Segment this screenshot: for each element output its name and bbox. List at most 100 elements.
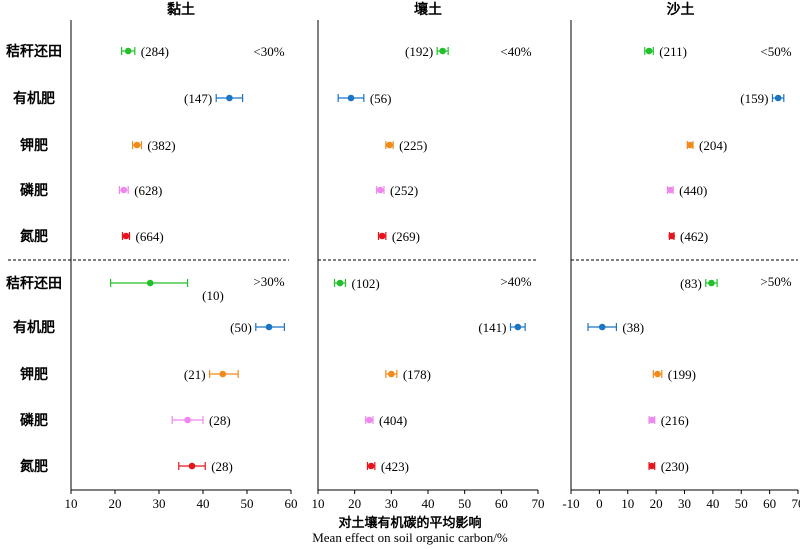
- mean-point: [378, 232, 386, 240]
- x-tick-label: 10: [65, 496, 78, 511]
- x-tick-label: 60: [763, 496, 776, 511]
- x-tick-label: 70: [532, 496, 545, 511]
- sample-size-label: (102): [352, 276, 380, 291]
- sample-size-label: (159): [740, 91, 768, 106]
- sample-size-label: (225): [399, 138, 427, 153]
- sample-size-label: (147): [184, 91, 212, 106]
- mean-point: [648, 462, 656, 470]
- sample-size-label: (404): [379, 413, 407, 428]
- category-label: 有机肥: [13, 90, 55, 107]
- sample-size-label: (56): [370, 91, 392, 106]
- sample-size-label: (10): [202, 288, 224, 303]
- sample-size-label: (423): [381, 459, 409, 474]
- mean-point: [654, 370, 661, 378]
- sample-size-label: (204): [699, 138, 727, 153]
- sample-size-label: (284): [141, 44, 169, 59]
- mean-point: [184, 416, 191, 424]
- sample-size-label: (21): [184, 367, 206, 382]
- mean-point: [648, 416, 656, 424]
- mean-point: [388, 370, 395, 378]
- x-tick-label: 40: [422, 496, 435, 511]
- x-tick-label: 20: [109, 496, 122, 511]
- mean-point: [598, 323, 606, 331]
- x-tick-label: 40: [197, 496, 210, 511]
- x-tick-label: 40: [706, 496, 719, 511]
- mean-point: [265, 323, 273, 331]
- x-axis-title-english: Mean effect on soil organic carbon/%: [312, 530, 508, 545]
- panel-title: 沙土: [667, 1, 695, 18]
- x-tick-label: 50: [735, 496, 748, 511]
- mean-point: [336, 279, 344, 287]
- sample-size-label: (28): [209, 413, 231, 428]
- mean-point: [133, 141, 141, 149]
- sample-size-label: (382): [147, 138, 175, 153]
- category-label: 钾肥: [20, 366, 48, 383]
- sample-size-label: (178): [403, 367, 431, 382]
- group-label: >50%: [760, 274, 791, 289]
- mean-point: [124, 47, 132, 55]
- sample-size-label: (252): [390, 183, 418, 198]
- mean-point: [188, 462, 196, 470]
- x-tick-label: 50: [458, 496, 471, 511]
- x-tick-label: 10: [312, 496, 325, 511]
- x-tick-label: 20: [348, 496, 361, 511]
- sample-size-label: (38): [622, 320, 644, 335]
- category-label: 秸秆还田: [6, 275, 62, 292]
- mean-point: [226, 94, 233, 102]
- sample-size-label: (211): [659, 44, 687, 59]
- mean-point: [367, 462, 375, 470]
- category-label: 磷肥: [20, 182, 48, 199]
- category-label: 氮肥: [19, 458, 48, 475]
- category-label: 秸秆还田: [6, 43, 62, 60]
- mean-point: [439, 47, 446, 55]
- sample-size-label: (462): [680, 229, 708, 244]
- mean-point: [686, 141, 694, 149]
- x-tick-label: 70: [792, 496, 800, 511]
- x-tick-label: 20: [650, 496, 663, 511]
- sample-size-label: (141): [478, 320, 506, 335]
- x-tick-label: 60: [285, 496, 298, 511]
- x-tick-label: 60: [495, 496, 508, 511]
- mean-point: [377, 186, 384, 194]
- mean-point: [347, 94, 355, 102]
- sample-size-label: (440): [679, 183, 707, 198]
- mean-point: [146, 279, 154, 287]
- x-tick-label: 30: [153, 496, 166, 511]
- mean-point: [645, 47, 653, 55]
- x-axis-title-chinese: 对土壤有机碳的平均影响: [338, 516, 482, 531]
- sample-size-label: (230): [661, 459, 689, 474]
- group-label: >40%: [500, 274, 531, 289]
- sample-size-label: (192): [405, 44, 433, 59]
- group-label: <50%: [760, 44, 791, 59]
- x-tick-label: 10: [621, 496, 634, 511]
- mean-point: [219, 370, 227, 378]
- group-label: >30%: [253, 274, 284, 289]
- category-label: 有机肥: [13, 319, 55, 336]
- mean-point: [708, 279, 715, 287]
- group-label: <30%: [253, 44, 284, 59]
- x-tick-label: 0: [596, 496, 603, 511]
- sample-size-label: (216): [661, 413, 689, 428]
- panel-title: 黏土: [167, 1, 195, 18]
- sample-size-label: (83): [680, 276, 702, 291]
- mean-point: [668, 232, 676, 240]
- x-tick-label: 30: [678, 496, 691, 511]
- mean-point: [774, 94, 782, 102]
- mean-point: [667, 186, 674, 194]
- sample-size-label: (664): [136, 229, 164, 244]
- category-label: 钾肥: [20, 137, 48, 154]
- x-tick-label: 50: [241, 496, 254, 511]
- sample-size-label: (28): [211, 459, 233, 474]
- category-label: 磷肥: [20, 412, 48, 429]
- sample-size-label: (269): [392, 229, 420, 244]
- mean-point: [122, 232, 130, 240]
- mean-point: [514, 323, 522, 331]
- sample-size-label: (199): [668, 367, 696, 382]
- sample-size-label: (628): [134, 183, 162, 198]
- group-label: <40%: [500, 44, 531, 59]
- sample-size-label: (50): [230, 320, 252, 335]
- mean-point: [386, 141, 393, 149]
- category-label: 氮肥: [19, 228, 48, 245]
- x-tick-label: -10: [562, 496, 579, 511]
